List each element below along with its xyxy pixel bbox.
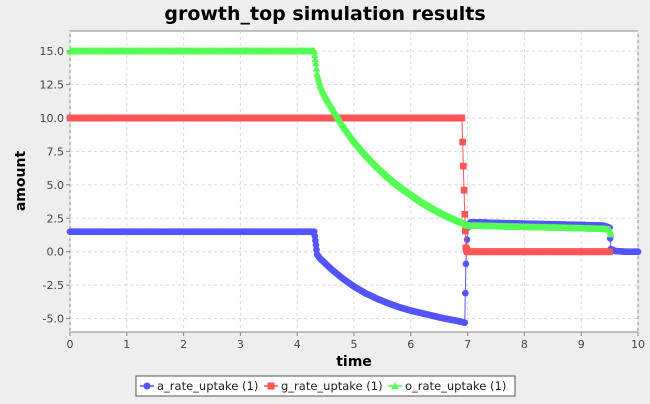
x-tick-label: 9 — [578, 338, 585, 351]
legend-label: o_rate_uptake (1) — [405, 379, 506, 393]
x-tick-label: 1 — [123, 338, 130, 351]
data-point — [606, 248, 613, 256]
data-point — [461, 319, 469, 326]
y-tick-label: 0.0 — [47, 246, 65, 259]
x-tick-label: 3 — [237, 338, 244, 351]
legend — [135, 375, 516, 397]
y-tick-label: 2.5 — [47, 212, 65, 225]
data-point — [311, 55, 320, 63]
data-point — [606, 230, 615, 238]
y-tick-label: 7.5 — [47, 145, 65, 158]
data-point — [460, 186, 468, 194]
legend-item: a_rate_uptake (1) — [140, 379, 258, 393]
data-point — [311, 51, 319, 59]
x-tick-label: 0 — [67, 338, 74, 351]
legend-marker — [391, 382, 399, 390]
x-tick-label: 10 — [631, 338, 645, 351]
data-point — [312, 64, 321, 72]
grid — [69, 31, 639, 332]
legend-item: g_rate_uptake (1) — [264, 379, 383, 393]
data-point — [463, 236, 471, 243]
legend-marker — [267, 382, 275, 390]
data-point — [310, 47, 319, 55]
data-point — [634, 248, 642, 256]
data-point — [458, 114, 466, 122]
y-tick-label: 5.0 — [47, 179, 65, 192]
legend-label: a_rate_uptake (1) — [157, 379, 258, 393]
y-tick-label: -5.0 — [43, 313, 64, 326]
legend-item: o_rate_uptake (1) — [388, 379, 506, 393]
data-point — [462, 227, 469, 235]
series-2 — [66, 47, 615, 238]
series-layer — [66, 47, 642, 326]
x-tick-label: 8 — [521, 338, 528, 351]
series-1 — [66, 114, 613, 256]
x-tick-label: 4 — [294, 338, 301, 351]
x-tick-label: 6 — [407, 338, 414, 351]
y-tick-label: 10.0 — [40, 112, 65, 125]
data-point — [459, 138, 466, 146]
y-tick-label: -2.5 — [43, 279, 64, 292]
x-tick-label: 7 — [464, 338, 471, 351]
y-tick-label: 15.0 — [40, 45, 65, 58]
data-point — [460, 162, 467, 170]
x-tick-label: 2 — [180, 338, 187, 351]
legend-items: a_rate_uptake (1) g_rate_uptake (1) o_rate… — [140, 379, 506, 393]
data-point — [462, 260, 470, 268]
tick-layer: 0 1 2 3 4 5 6 7 8 9 10 -5.0 -2.5 0.0 2.5 5.0 7.5 10.0 12.5… — [40, 45, 646, 351]
legend-label: g_rate_uptake (1) — [281, 379, 383, 393]
x-tick-label: 5 — [351, 338, 358, 351]
y-axis-label: amount — [13, 151, 29, 212]
data-point — [462, 289, 469, 297]
legend-marker — [143, 382, 151, 390]
data-point — [461, 210, 469, 218]
x-axis-label: time — [336, 354, 372, 370]
data-point — [312, 59, 320, 67]
chart-title: growth_top simulation results — [164, 3, 485, 25]
y-tick-label: 12.5 — [40, 79, 65, 92]
